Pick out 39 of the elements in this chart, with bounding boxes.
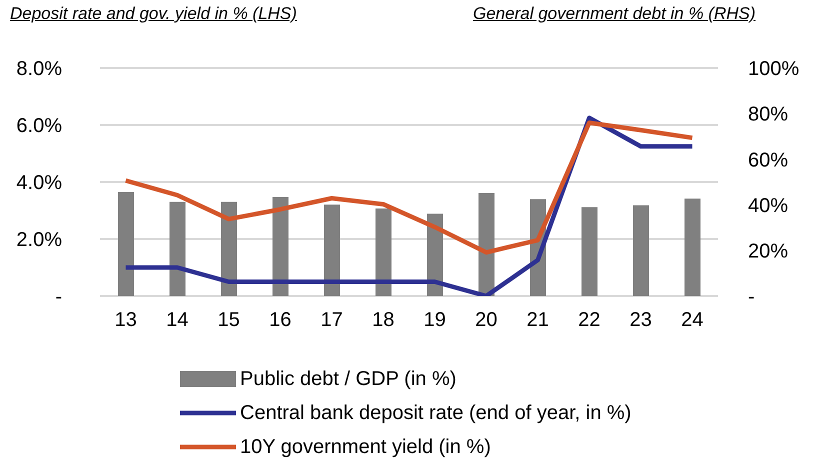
x-tick-label: 23 <box>630 309 652 332</box>
legend-label: Public debt / GDP (in %) <box>240 367 456 392</box>
bar <box>118 192 134 296</box>
y-tick-label: 2.0% <box>16 229 62 252</box>
bar <box>582 207 598 296</box>
y2-tick-label: 100% <box>748 58 800 80</box>
text: General government debt in % (RHS) <box>473 4 756 24</box>
y-tick-label: 6.0% <box>16 115 62 138</box>
bar <box>221 202 237 296</box>
bar <box>376 208 392 296</box>
y-tick-label: 8.0% <box>16 58 62 80</box>
x-tick-label: 15 <box>218 309 240 332</box>
bar <box>478 192 494 296</box>
x-tick-label: 17 <box>320 309 343 332</box>
y2-tick-label: - <box>748 286 755 308</box>
y2-tick-label: 40% <box>748 194 788 217</box>
y-tick-label: 4.0% <box>16 172 62 194</box>
legend-label: Central bank deposit rate (end of year, in %) <box>240 401 632 426</box>
x-tick-label: 21 <box>526 309 549 332</box>
line-series <box>124 120 694 255</box>
legend-label: 10Y government yield (in %) <box>240 435 491 460</box>
y-tick-label: - <box>55 286 62 308</box>
x-tick-label: 13 <box>114 309 137 332</box>
x-tick-label: 14 <box>166 309 188 332</box>
y2-tick-label: 60% <box>748 149 788 172</box>
text: Deposit rate and gov. yield in % (LHS) <box>10 4 297 24</box>
bar <box>684 198 700 296</box>
bar <box>324 204 340 296</box>
y2-tick-label: 20% <box>748 240 788 262</box>
bar <box>170 202 186 296</box>
bar <box>272 197 288 296</box>
x-tick-label: 20 <box>475 309 498 332</box>
x-tick-label: 22 <box>578 309 600 332</box>
x-tick-label: 16 <box>269 309 292 332</box>
x-tick-label: 19 <box>424 309 446 332</box>
x-tick-label: 18 <box>372 309 394 332</box>
bar <box>633 205 649 296</box>
x-tick-label: 24 <box>681 309 704 332</box>
y2-tick-label: 80% <box>748 104 788 126</box>
